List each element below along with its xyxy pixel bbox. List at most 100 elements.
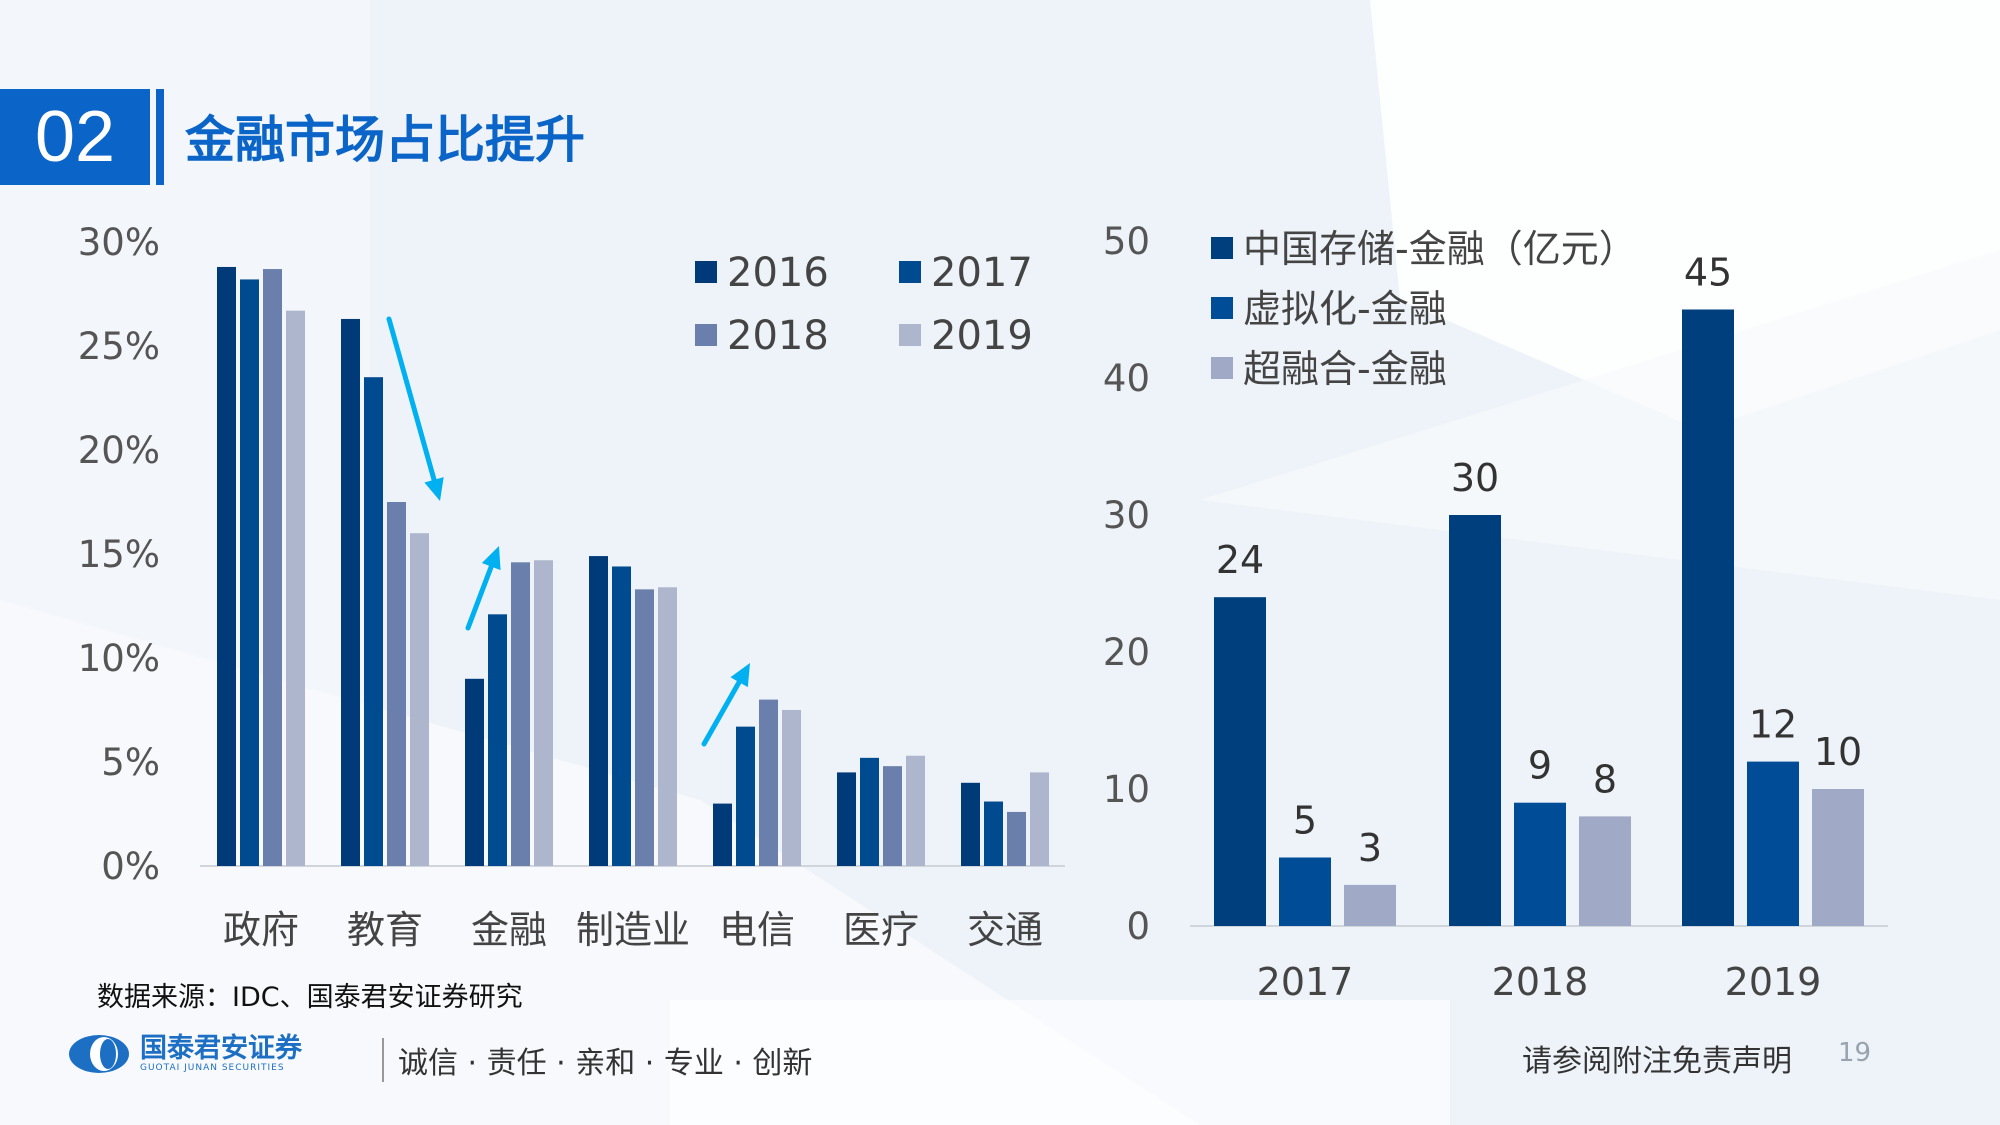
- legend-swatch: [899, 261, 921, 283]
- y-tick-label: 40: [1103, 357, 1150, 400]
- bar-2019-0: [1682, 309, 1734, 926]
- finance-market-chart: 0 10 20 30 40 50 24 53 2017 30 9 8 2018 45 12 10 2019 中国存…: [1103, 220, 1888, 1004]
- bar-2019-2: [1812, 789, 1864, 926]
- y-tick-label: 50: [1103, 220, 1150, 263]
- bar-2018-1: [1514, 802, 1566, 926]
- x-tick-label: 电信: [719, 908, 795, 952]
- y-tick-label: 10%: [78, 637, 160, 680]
- trend-arrow: [701, 679, 742, 747]
- bar-2018-金融: [511, 562, 530, 866]
- legend-label: 超融合-金融: [1243, 347, 1447, 391]
- y-tick-label: 30: [1103, 494, 1150, 537]
- section-number: 02: [0, 89, 150, 185]
- bar-2018-医疗: [883, 766, 902, 866]
- bar-2018-2: [1579, 816, 1631, 926]
- bar-2016-电信: [713, 803, 732, 866]
- title-divider: [156, 89, 164, 185]
- trend-arrow: [465, 564, 494, 631]
- y-tick-label: 0%: [101, 845, 160, 888]
- bar-2018-制造业: [635, 589, 654, 866]
- bar-2017-0: [1214, 597, 1266, 926]
- trend-arrow-head-icon: [424, 477, 444, 501]
- y-tick-label: 15%: [78, 533, 160, 576]
- bar-2017-制造业: [612, 566, 631, 866]
- bar-2018-0: [1449, 515, 1501, 926]
- bar-2019-教育: [410, 533, 429, 866]
- y-tick-label: 10: [1103, 768, 1150, 811]
- trend-arrow-head-icon: [730, 663, 750, 688]
- legend-label: 中国存储-金融（亿元）: [1243, 227, 1637, 271]
- logo-name-cn: 国泰君安证券: [140, 1033, 302, 1064]
- x-tick-label: 政府: [223, 908, 299, 952]
- bar-2016-医疗: [837, 772, 856, 866]
- y-tick-label: 20%: [78, 429, 160, 472]
- industry-share-chart: 0% 5% 10% 15% 20% 25% 30% 政府 教育 金融 制造业 电信 医疗 交通 2016 20…: [78, 221, 1065, 952]
- data-label: 10: [1814, 730, 1862, 774]
- bar-2016-交通: [961, 782, 980, 866]
- data-label: 45: [1684, 251, 1732, 295]
- bar-2018-政府: [263, 269, 282, 866]
- data-label: 30: [1451, 456, 1499, 500]
- bar-2017-医疗: [860, 757, 879, 866]
- bar-2016-制造业: [589, 556, 608, 866]
- bar-2019-制造业: [658, 587, 677, 866]
- bar-2016-教育: [341, 318, 360, 867]
- data-source: 数据来源：IDC、国泰君安证券研究: [97, 982, 523, 1013]
- data-label: 8: [1593, 757, 1617, 801]
- bar-2019-金融: [534, 560, 553, 866]
- page-title: 金融市场占比提升: [185, 111, 585, 169]
- page-number: 19: [1838, 1038, 1872, 1068]
- legend-swatch: [899, 324, 921, 346]
- bar-2019-交通: [1030, 772, 1049, 866]
- data-label: 5: [1293, 799, 1317, 843]
- trend-arrow-head-icon: [481, 546, 501, 571]
- bar-2017-教育: [364, 377, 383, 866]
- trend-arrow: [386, 316, 437, 483]
- logo-name-en: GUOTAI JUNAN SECURITIES: [140, 1063, 285, 1073]
- bar-2019-医疗: [906, 755, 925, 866]
- bar-2017-2: [1344, 884, 1396, 926]
- legend-label: 虚拟化-金融: [1243, 287, 1447, 331]
- bar-2019-政府: [286, 310, 305, 866]
- bar-2016-金融: [465, 678, 484, 866]
- data-label: 9: [1528, 744, 1552, 788]
- legend-label: 2017: [931, 250, 1033, 296]
- bar-2018-教育: [387, 502, 406, 866]
- bar-2019-电信: [782, 710, 801, 866]
- bar-2017-金融: [488, 614, 507, 866]
- x-tick-label: 2019: [1725, 960, 1822, 1004]
- bar-2017-交通: [984, 801, 1003, 866]
- x-tick-label: 2018: [1492, 960, 1589, 1004]
- company-logo: 国泰君安证券 GUOTAI JUNAN SECURITIES: [68, 1034, 302, 1074]
- legend-swatch: [695, 324, 717, 346]
- data-label: 24: [1216, 538, 1264, 582]
- legend-label: 2016: [727, 250, 829, 296]
- data-label: 12: [1749, 703, 1797, 747]
- disclaimer-link[interactable]: 请参阅附注免责声明: [1522, 1044, 1792, 1079]
- bar-2017-电信: [736, 726, 755, 866]
- bar-2016-政府: [217, 266, 236, 867]
- legend-swatch: [1211, 297, 1233, 319]
- legend-swatch: [695, 261, 717, 283]
- bar-2017-1: [1279, 857, 1331, 926]
- legend-swatch: [1211, 357, 1233, 379]
- x-tick-label: 交通: [967, 908, 1043, 952]
- bar-2019-1: [1747, 761, 1799, 926]
- y-tick-label: 30%: [78, 221, 160, 264]
- legend-label: 2018: [727, 313, 829, 359]
- x-tick-label: 金融: [471, 908, 547, 952]
- y-tick-label: 25%: [78, 325, 160, 368]
- bar-2018-交通: [1007, 811, 1026, 866]
- y-tick-label: 20: [1103, 631, 1150, 674]
- slogan: 诚信 · 责任 · 亲和 · 专业 · 创新: [382, 1038, 812, 1082]
- y-tick-label: 0: [1126, 905, 1150, 948]
- y-tick-label: 5%: [101, 741, 160, 784]
- bar-2018-电信: [759, 699, 778, 866]
- x-tick-label: 医疗: [843, 908, 919, 952]
- bar-2017-政府: [240, 279, 259, 866]
- data-label: 3: [1358, 826, 1382, 870]
- logo-emblem-icon: [69, 1035, 129, 1073]
- x-tick-label: 2017: [1257, 960, 1354, 1004]
- x-tick-label: 教育: [347, 908, 423, 952]
- legend-swatch: [1211, 237, 1233, 259]
